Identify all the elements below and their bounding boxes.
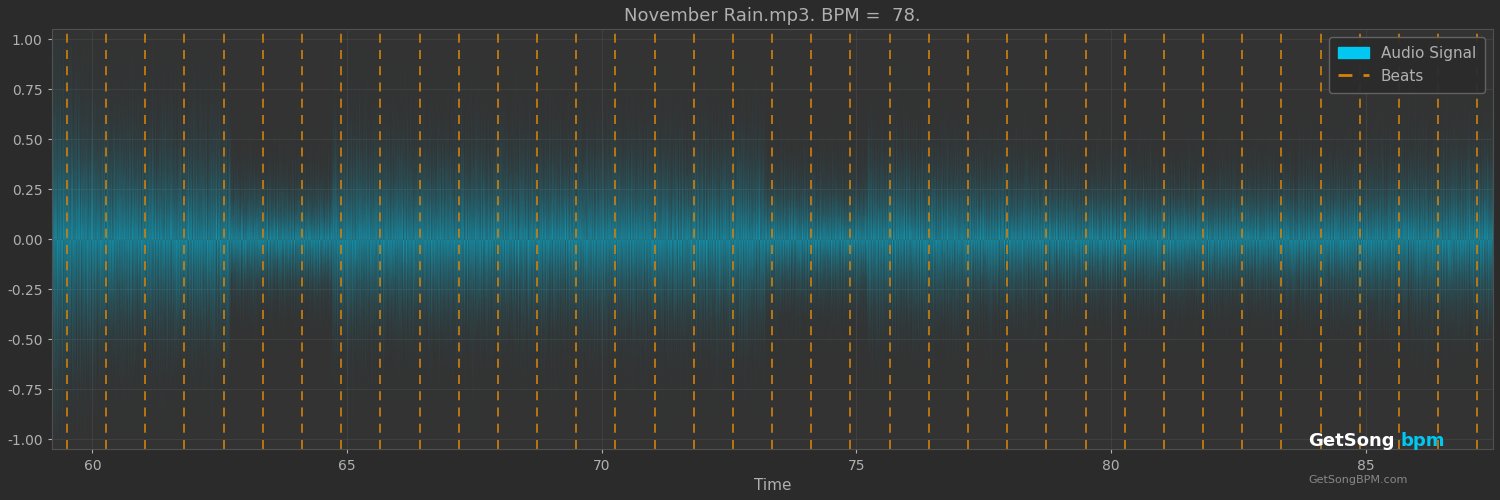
X-axis label: Time: Time [753,478,790,493]
Text: GetSongBPM.com: GetSongBPM.com [1308,475,1407,485]
Title: November Rain.mp3. BPM =  78.: November Rain.mp3. BPM = 78. [624,7,921,25]
Text: bpm: bpm [1401,432,1446,450]
Legend: Audio Signal, Beats: Audio Signal, Beats [1329,37,1485,93]
Text: GetSong: GetSong [1308,432,1395,450]
